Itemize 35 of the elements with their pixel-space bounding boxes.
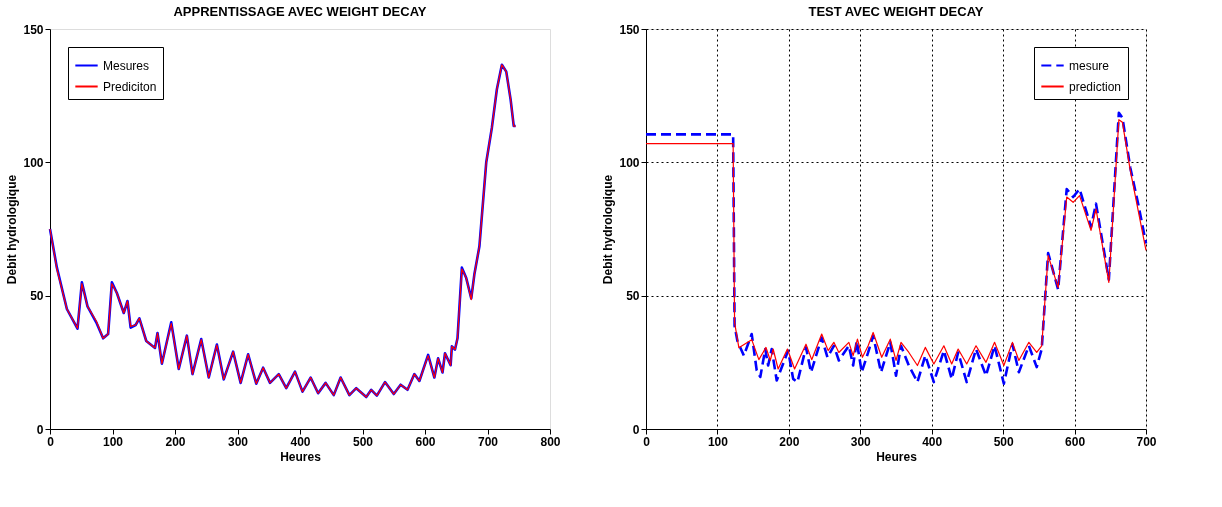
y-tick-label: 150: [23, 22, 44, 37]
y-tick-label: 100: [619, 155, 640, 170]
x-tick-label: 700: [1136, 434, 1157, 449]
x-tick-label: 300: [850, 434, 872, 449]
y-axis-title: Debit hydrologique: [5, 174, 20, 285]
y-tick-label: 0: [36, 422, 44, 437]
x-tick-label: 600: [415, 434, 436, 449]
chart-title: APPRENTISSAGE AVEC WEIGHT DECAY: [173, 4, 427, 19]
x-tick-label: 300: [227, 434, 249, 449]
x-tick-label: 600: [1065, 434, 1086, 449]
x-tick-label: 400: [922, 434, 943, 449]
x-tick-label: 700: [477, 434, 499, 449]
legend-label: prediction: [1069, 79, 1122, 94]
x-tick-label: 800: [540, 434, 561, 449]
legend-label: Mesures: [103, 58, 150, 73]
x-tick-label: 100: [707, 434, 729, 449]
y-tick-label: 50: [30, 289, 44, 304]
x-tick-label: 0: [47, 434, 55, 449]
x-tick-label: 200: [779, 434, 800, 449]
y-tick-label: 100: [23, 155, 44, 170]
x-tick-label: 500: [352, 434, 374, 449]
x-tick-label: 500: [993, 434, 1014, 449]
legend-label: mesure: [1069, 58, 1110, 73]
y-tick-label: 150: [619, 22, 640, 37]
chart-title: TEST AVEC WEIGHT DECAY: [808, 4, 984, 19]
y-tick-label: 0: [632, 422, 640, 437]
x-tick-label: 200: [165, 434, 186, 449]
x-axis-title: Heures: [876, 449, 918, 464]
x-tick-label: 0: [643, 434, 651, 449]
x-tick-label: 100: [102, 434, 124, 449]
x-axis-title: Heures: [280, 449, 322, 464]
y-tick-label: 50: [626, 289, 640, 304]
x-tick-label: 400: [290, 434, 311, 449]
y-axis-title: Debit hydrologique: [601, 174, 616, 285]
legend-label: Prediciton: [103, 79, 157, 94]
